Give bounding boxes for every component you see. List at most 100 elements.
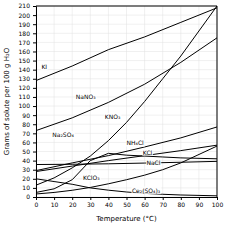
tick: 10	[51, 197, 59, 208]
tick-label: 50	[123, 201, 131, 208]
tick-mark	[33, 124, 36, 125]
y-axis: 0102030405060708090100110120130140150160…	[19, 2, 37, 200]
tick: 60	[141, 197, 149, 208]
tick: 210	[19, 2, 36, 9]
grid-line	[36, 187, 217, 188]
annotation-label: KClO₃	[83, 174, 100, 181]
grid-line	[36, 78, 217, 79]
grid	[36, 6, 217, 197]
tick-mark	[33, 188, 36, 189]
tick-mark	[90, 197, 91, 200]
annotation: NaNO₃	[75, 93, 96, 101]
series-line	[36, 179, 217, 196]
tick: 190	[19, 21, 36, 28]
annotation-label: Ce₂(SO₄)₃	[132, 187, 161, 194]
tick-label: 110	[19, 93, 31, 100]
tick-mark	[127, 197, 128, 200]
tick-mark	[108, 197, 109, 200]
annotation: NaCl	[146, 159, 161, 167]
tick: 120	[19, 84, 36, 91]
tick-label: 100	[19, 102, 31, 109]
annotation: KI	[41, 63, 48, 71]
grid-line	[36, 160, 217, 161]
tick: 140	[19, 66, 36, 73]
tick-label: 30	[22, 166, 30, 173]
annotation-label: KNO₃	[105, 113, 121, 120]
tick-label: 170	[19, 39, 31, 46]
tick-mark	[33, 88, 36, 89]
tick: 20	[69, 197, 77, 208]
annotation-bg	[75, 93, 96, 101]
plot: 0102030405060708090100010203040506070809…	[19, 2, 224, 207]
x-axis: 0 10 20 30 40 50 60 70 80 90 100	[35, 197, 224, 208]
annotation-bg	[146, 159, 161, 167]
tick: 200	[19, 12, 36, 19]
annotation-label: NH₄Cl	[127, 139, 145, 146]
tick: 20	[22, 175, 36, 182]
tick-label: 210	[19, 2, 31, 9]
x-axis-title: Temperature (°C)	[95, 215, 157, 223]
grid-line	[90, 6, 91, 197]
tick-label: 60	[22, 139, 30, 146]
annotation: KClO₃	[83, 174, 101, 182]
annotation: Ce₂(SO₄)₃	[131, 186, 161, 194]
tick: 60	[22, 139, 36, 146]
grid-line	[36, 87, 217, 88]
tick-label: 150	[19, 57, 31, 64]
tick-mark	[33, 61, 36, 62]
tick-mark	[33, 42, 36, 43]
grid-line	[36, 106, 217, 107]
grid-line	[126, 6, 127, 197]
tick-mark	[33, 142, 36, 143]
tick-mark	[33, 97, 36, 98]
tick-label: 50	[22, 148, 30, 155]
tick-label: 140	[19, 66, 31, 73]
tick: 0	[35, 197, 39, 208]
tick-label: 190	[19, 21, 31, 28]
tick-mark	[72, 197, 73, 200]
annotation-bg	[104, 113, 121, 121]
tick-label: 70	[159, 201, 167, 208]
grid-line	[162, 6, 163, 197]
annotation-label: NaCl	[146, 159, 160, 166]
tick: 100	[212, 197, 224, 208]
annotation-label: KI	[41, 63, 47, 70]
tick-mark	[33, 170, 36, 171]
annotations: KI NaNO₃ KNO₃ Na₂SO₄ NH₄Cl KCl NaCl KClO₃ Ce₂(SO…	[41, 63, 161, 194]
tick-label: 80	[22, 121, 30, 128]
tick-label: 120	[19, 84, 31, 91]
grid-line	[198, 6, 199, 197]
tick: 160	[19, 48, 36, 55]
grid-line	[36, 33, 217, 34]
tick-label: 60	[141, 201, 149, 208]
annotation: Na₂SO₄	[52, 131, 75, 139]
annotation-bg	[131, 186, 161, 194]
series-line	[36, 127, 217, 171]
chart: 0102030405060708090100010203040506070809…	[0, 0, 225, 225]
tick: 170	[19, 39, 36, 46]
annotation: KCl	[142, 148, 153, 156]
tick-label: 0	[35, 201, 39, 208]
series-line	[36, 38, 217, 131]
grid-line	[217, 6, 218, 197]
tick-mark	[33, 6, 36, 7]
annotation-bg	[41, 63, 48, 71]
tick-label: 100	[212, 201, 224, 208]
tick: 30	[87, 197, 95, 208]
tick: 70	[22, 130, 36, 137]
tick-label: 0	[26, 193, 30, 200]
tick-mark	[163, 197, 164, 200]
tick-mark	[145, 197, 146, 200]
tick: 90	[196, 197, 204, 208]
tick-mark	[33, 106, 36, 107]
grid-line	[36, 115, 217, 116]
grid-line	[180, 6, 181, 197]
tick-mark	[33, 51, 36, 52]
tick: 80	[177, 197, 185, 208]
tick: 40	[105, 197, 113, 208]
frame	[36, 6, 217, 7]
grid-line	[36, 6, 217, 7]
series-line	[36, 146, 217, 194]
tick-label: 200	[19, 12, 31, 19]
series-line	[36, 161, 217, 164]
